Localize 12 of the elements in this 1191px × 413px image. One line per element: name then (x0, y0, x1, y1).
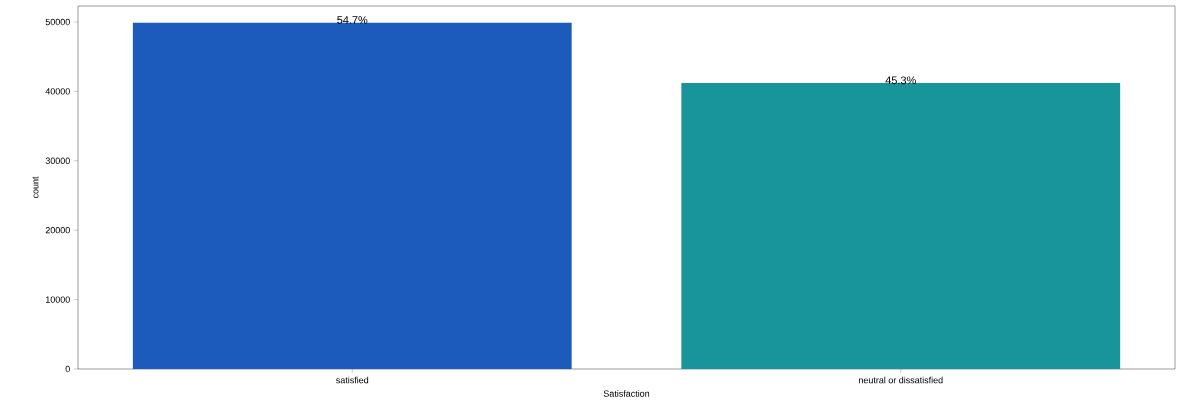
y-tick-label: 50000 (45, 18, 70, 26)
y-axis-title: count (32, 176, 39, 199)
y-tick-label: 20000 (45, 227, 70, 234)
x-tick-label: neutral or dissatisfied (858, 376, 943, 384)
x-tick-label: satisfied (336, 376, 369, 384)
annotation: 45.3% (885, 76, 916, 85)
y-tick-label: 40000 (45, 88, 70, 95)
x-axis-title: Satisfaction (603, 390, 650, 397)
y-tick-label: 30000 (45, 157, 70, 164)
annotation: 54.7% (337, 16, 368, 24)
y-tick-label: 10000 (45, 296, 70, 303)
y-tick-label: 0 (65, 365, 70, 373)
